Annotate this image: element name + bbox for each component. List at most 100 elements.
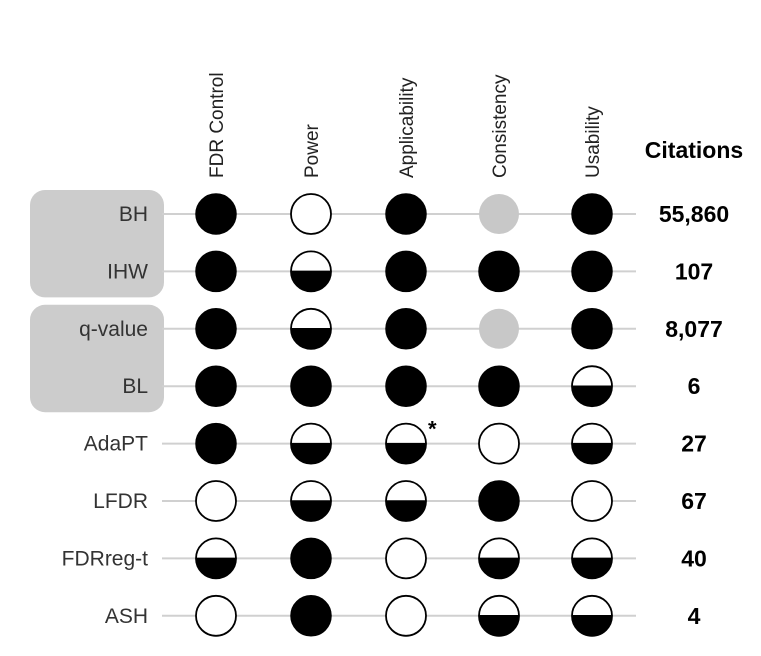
full-circle-icon bbox=[290, 365, 332, 407]
half-circle-fill-icon bbox=[291, 443, 331, 464]
empty-circle-icon bbox=[571, 480, 613, 522]
full-circle-icon bbox=[478, 480, 520, 522]
citation-count-bh: 55,860 bbox=[659, 201, 729, 227]
rating-full-q-value-fdr-control bbox=[195, 308, 237, 350]
rating-empty-ash-applicability bbox=[385, 594, 427, 637]
method-label-ash: ASH bbox=[105, 605, 148, 628]
citation-count-adapt: 27 bbox=[681, 431, 707, 457]
full-circle-icon bbox=[478, 250, 520, 293]
half-circle-fill-icon bbox=[572, 558, 612, 579]
full-circle-icon bbox=[195, 308, 237, 350]
empty-circle-icon bbox=[290, 193, 332, 235]
full-circle-icon bbox=[385, 308, 427, 350]
rating-full-ash-power bbox=[290, 595, 332, 637]
rating-full-bl-applicability bbox=[385, 365, 427, 407]
column-header-fdr-control: FDR Control bbox=[207, 72, 228, 178]
method-label-bl: BL bbox=[122, 375, 148, 398]
half-circle-fill-icon bbox=[572, 386, 612, 407]
rating-half-fdrreg-t-fdr-control bbox=[195, 537, 237, 580]
full-circle-icon bbox=[290, 537, 332, 580]
grey-circle-icon bbox=[479, 308, 519, 349]
group-box-2 bbox=[30, 304, 164, 413]
half-circle-fill-icon bbox=[479, 615, 519, 636]
full-circle-icon bbox=[385, 250, 427, 293]
column-header-power: Power bbox=[302, 123, 323, 178]
rating-full-bl-consistency bbox=[478, 365, 520, 407]
half-circle-fill-icon bbox=[196, 558, 236, 579]
empty-circle-icon bbox=[195, 480, 237, 522]
column-header-consistency: Consistency bbox=[490, 74, 511, 178]
rating-empty-lfdr-usability bbox=[571, 480, 613, 522]
half-circle-fill-icon bbox=[291, 271, 331, 292]
rating-empty-fdrreg-t-applicability bbox=[385, 537, 427, 580]
rating-full-lfdr-consistency bbox=[478, 480, 520, 522]
method-label-adapt: AdaPT bbox=[84, 433, 148, 456]
rating-full-fdrreg-t-power bbox=[290, 537, 332, 580]
column-header-applicability: Applicability bbox=[397, 77, 418, 178]
rating-half-fdrreg-t-usability bbox=[571, 537, 613, 580]
full-circle-icon bbox=[195, 250, 237, 293]
rating-half-adapt-applicability bbox=[385, 422, 427, 465]
rating-empty-adapt-consistency bbox=[478, 422, 520, 465]
method-label-fdrreg-t: FDRreg-t bbox=[62, 547, 149, 570]
full-circle-icon bbox=[195, 422, 237, 465]
rating-half-fdrreg-t-consistency bbox=[478, 537, 520, 580]
citation-count-ash: 4 bbox=[688, 603, 701, 629]
rating-half-q-value-power bbox=[290, 307, 332, 350]
rating-empty-ash-fdr-control bbox=[195, 594, 237, 637]
rating-half-adapt-usability bbox=[571, 422, 613, 465]
half-circle-fill-icon bbox=[291, 501, 331, 521]
half-circle-fill-icon bbox=[386, 443, 426, 464]
rating-full-bl-power bbox=[290, 365, 332, 407]
rating-full-bh-applicability bbox=[385, 193, 427, 235]
grey-circle-icon bbox=[479, 194, 519, 234]
rating-half-lfdr-applicability bbox=[385, 480, 427, 522]
full-circle-icon bbox=[385, 365, 427, 407]
group-box-1 bbox=[30, 190, 164, 298]
citations-header: Citations bbox=[645, 137, 743, 163]
rating-full-bh-fdr-control bbox=[195, 193, 237, 235]
rating-full-ihw-usability bbox=[571, 250, 613, 293]
rating-full-ihw-fdr-control bbox=[195, 250, 237, 293]
rating-half-ash-usability bbox=[571, 594, 613, 637]
rating-half-ihw-power bbox=[290, 250, 332, 293]
rating-empty-lfdr-fdr-control bbox=[195, 480, 237, 522]
full-circle-icon bbox=[571, 308, 613, 350]
citation-count-ihw: 107 bbox=[675, 258, 713, 284]
rating-half-ash-consistency bbox=[478, 594, 520, 637]
half-circle-fill-icon bbox=[291, 328, 331, 349]
half-circle-fill-icon bbox=[572, 443, 612, 464]
half-circle-fill-icon bbox=[479, 558, 519, 579]
rating-full-bl-fdr-control bbox=[195, 365, 237, 407]
half-circle-fill-icon bbox=[572, 615, 612, 636]
rating-na-bh-consistency bbox=[479, 194, 519, 234]
citation-count-q-value: 8,077 bbox=[665, 316, 723, 342]
rating-full-adapt-fdr-control bbox=[195, 422, 237, 465]
rating-half-bl-usability bbox=[571, 365, 613, 408]
rating-half-adapt-power bbox=[290, 422, 332, 465]
rating-full-q-value-usability bbox=[571, 308, 613, 350]
empty-circle-icon bbox=[195, 594, 237, 637]
annotation-adapt-applicability: * bbox=[428, 417, 437, 442]
rating-full-q-value-applicability bbox=[385, 308, 427, 350]
full-circle-icon bbox=[385, 193, 427, 235]
method-label-ihw: IHW bbox=[107, 260, 148, 283]
citation-count-fdrreg-t: 40 bbox=[681, 545, 707, 571]
rating-full-ihw-applicability bbox=[385, 250, 427, 293]
rating-na-q-value-consistency bbox=[479, 308, 519, 349]
empty-circle-icon bbox=[385, 537, 427, 580]
rating-full-ihw-consistency bbox=[478, 250, 520, 293]
half-circle-fill-icon bbox=[386, 501, 426, 521]
full-circle-icon bbox=[195, 193, 237, 235]
method-label-q-value: q-value bbox=[79, 318, 148, 341]
citation-count-lfdr: 67 bbox=[681, 488, 707, 514]
method-label-lfdr: LFDR bbox=[93, 490, 148, 513]
full-circle-icon bbox=[290, 595, 332, 637]
rating-full-bh-usability bbox=[571, 193, 613, 235]
empty-circle-icon bbox=[478, 422, 520, 465]
empty-circle-icon bbox=[385, 594, 427, 637]
rating-empty-bh-power bbox=[290, 193, 332, 235]
full-circle-icon bbox=[195, 365, 237, 407]
method-label-bh: BH bbox=[119, 203, 148, 226]
